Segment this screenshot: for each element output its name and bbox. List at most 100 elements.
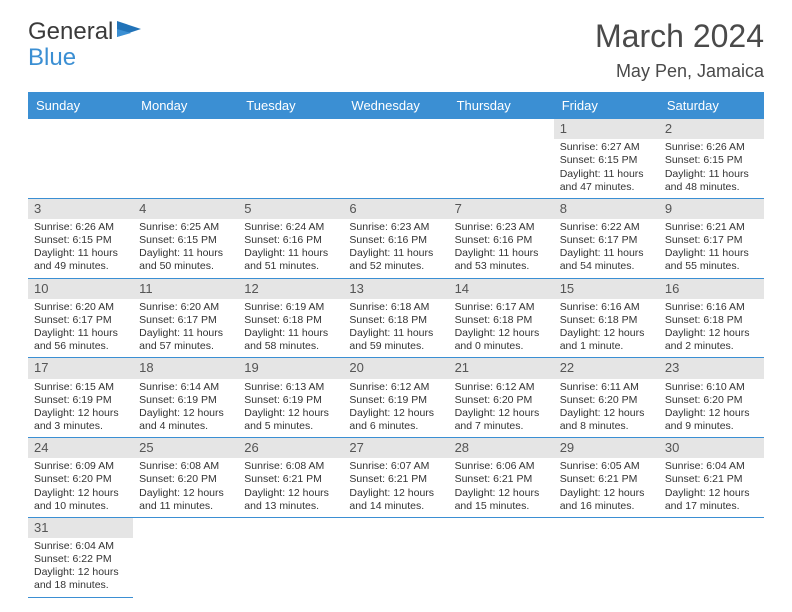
day-number: 25 <box>133 438 238 458</box>
daylight-text: Daylight: 12 hours and 17 minutes. <box>665 487 758 513</box>
empty-cell <box>449 119 554 198</box>
day-number: 18 <box>133 358 238 378</box>
header: General March 2024 May Pen, Jamaica <box>28 18 764 82</box>
day-number: 13 <box>343 279 448 299</box>
weekday-monday: Monday <box>133 92 238 119</box>
day-details: Sunrise: 6:21 AMSunset: 6:17 PMDaylight:… <box>659 221 764 278</box>
sunset-text: Sunset: 6:21 PM <box>349 473 442 486</box>
day-details: Sunrise: 6:12 AMSunset: 6:20 PMDaylight:… <box>449 381 554 438</box>
day-number: 6 <box>343 199 448 219</box>
daylight-text: Daylight: 12 hours and 4 minutes. <box>139 407 232 433</box>
daylight-text: Daylight: 12 hours and 8 minutes. <box>560 407 653 433</box>
sunset-text: Sunset: 6:21 PM <box>455 473 548 486</box>
sunrise-text: Sunrise: 6:04 AM <box>34 540 127 553</box>
sunset-text: Sunset: 6:20 PM <box>139 473 232 486</box>
daylight-text: Daylight: 11 hours and 57 minutes. <box>139 327 232 353</box>
day-number: 21 <box>449 358 554 378</box>
sunrise-text: Sunrise: 6:13 AM <box>244 381 337 394</box>
day-details: Sunrise: 6:26 AMSunset: 6:15 PMDaylight:… <box>659 141 764 198</box>
daylight-text: Daylight: 11 hours and 50 minutes. <box>139 247 232 273</box>
day-cell-27: 27Sunrise: 6:07 AMSunset: 6:21 PMDayligh… <box>343 438 448 518</box>
day-cell-11: 11Sunrise: 6:20 AMSunset: 6:17 PMDayligh… <box>133 278 238 358</box>
sunset-text: Sunset: 6:21 PM <box>560 473 653 486</box>
sunset-text: Sunset: 6:20 PM <box>455 394 548 407</box>
day-number: 5 <box>238 199 343 219</box>
sunset-text: Sunset: 6:16 PM <box>455 234 548 247</box>
day-details: Sunrise: 6:13 AMSunset: 6:19 PMDaylight:… <box>238 381 343 438</box>
day-number: 16 <box>659 279 764 299</box>
sunrise-text: Sunrise: 6:23 AM <box>455 221 548 234</box>
sunrise-text: Sunrise: 6:18 AM <box>349 301 442 314</box>
month-title: March 2024 <box>595 18 764 55</box>
sunrise-text: Sunrise: 6:12 AM <box>455 381 548 394</box>
sunrise-text: Sunrise: 6:16 AM <box>560 301 653 314</box>
sunrise-text: Sunrise: 6:21 AM <box>665 221 758 234</box>
day-details: Sunrise: 6:23 AMSunset: 6:16 PMDaylight:… <box>449 221 554 278</box>
daylight-text: Daylight: 12 hours and 10 minutes. <box>34 487 127 513</box>
day-cell-10: 10Sunrise: 6:20 AMSunset: 6:17 PMDayligh… <box>28 278 133 358</box>
day-cell-5: 5Sunrise: 6:24 AMSunset: 6:16 PMDaylight… <box>238 198 343 278</box>
day-number: 8 <box>554 199 659 219</box>
day-number: 14 <box>449 279 554 299</box>
day-cell-14: 14Sunrise: 6:17 AMSunset: 6:18 PMDayligh… <box>449 278 554 358</box>
day-number: 27 <box>343 438 448 458</box>
empty-cell <box>238 119 343 198</box>
day-details: Sunrise: 6:07 AMSunset: 6:21 PMDaylight:… <box>343 460 448 517</box>
day-details: Sunrise: 6:05 AMSunset: 6:21 PMDaylight:… <box>554 460 659 517</box>
day-details: Sunrise: 6:06 AMSunset: 6:21 PMDaylight:… <box>449 460 554 517</box>
sunrise-text: Sunrise: 6:14 AM <box>139 381 232 394</box>
sunrise-text: Sunrise: 6:17 AM <box>455 301 548 314</box>
daylight-text: Daylight: 12 hours and 3 minutes. <box>34 407 127 433</box>
day-details: Sunrise: 6:15 AMSunset: 6:19 PMDaylight:… <box>28 381 133 438</box>
day-cell-18: 18Sunrise: 6:14 AMSunset: 6:19 PMDayligh… <box>133 358 238 438</box>
daylight-text: Daylight: 11 hours and 54 minutes. <box>560 247 653 273</box>
day-details: Sunrise: 6:08 AMSunset: 6:21 PMDaylight:… <box>238 460 343 517</box>
sunrise-text: Sunrise: 6:06 AM <box>455 460 548 473</box>
day-cell-31: 31Sunrise: 6:04 AMSunset: 6:22 PMDayligh… <box>28 517 133 597</box>
day-details: Sunrise: 6:18 AMSunset: 6:18 PMDaylight:… <box>343 301 448 358</box>
day-details: Sunrise: 6:25 AMSunset: 6:15 PMDaylight:… <box>133 221 238 278</box>
logo-flag-icon <box>117 19 145 39</box>
day-cell-13: 13Sunrise: 6:18 AMSunset: 6:18 PMDayligh… <box>343 278 448 358</box>
day-cell-26: 26Sunrise: 6:08 AMSunset: 6:21 PMDayligh… <box>238 438 343 518</box>
day-number: 28 <box>449 438 554 458</box>
sunrise-text: Sunrise: 6:09 AM <box>34 460 127 473</box>
daylight-text: Daylight: 11 hours and 47 minutes. <box>560 168 653 194</box>
day-number: 10 <box>28 279 133 299</box>
sunrise-text: Sunrise: 6:04 AM <box>665 460 758 473</box>
daylight-text: Daylight: 11 hours and 52 minutes. <box>349 247 442 273</box>
day-details: Sunrise: 6:20 AMSunset: 6:17 PMDaylight:… <box>133 301 238 358</box>
sunset-text: Sunset: 6:17 PM <box>139 314 232 327</box>
day-cell-1: 1Sunrise: 6:27 AMSunset: 6:15 PMDaylight… <box>554 119 659 198</box>
day-details: Sunrise: 6:04 AMSunset: 6:22 PMDaylight:… <box>28 540 133 597</box>
sunrise-text: Sunrise: 6:07 AM <box>349 460 442 473</box>
day-cell-19: 19Sunrise: 6:13 AMSunset: 6:19 PMDayligh… <box>238 358 343 438</box>
sunset-text: Sunset: 6:19 PM <box>349 394 442 407</box>
day-details: Sunrise: 6:17 AMSunset: 6:18 PMDaylight:… <box>449 301 554 358</box>
day-cell-30: 30Sunrise: 6:04 AMSunset: 6:21 PMDayligh… <box>659 438 764 518</box>
sunrise-text: Sunrise: 6:12 AM <box>349 381 442 394</box>
day-cell-8: 8Sunrise: 6:22 AMSunset: 6:17 PMDaylight… <box>554 198 659 278</box>
sunset-text: Sunset: 6:17 PM <box>560 234 653 247</box>
sunset-text: Sunset: 6:19 PM <box>34 394 127 407</box>
day-details: Sunrise: 6:23 AMSunset: 6:16 PMDaylight:… <box>343 221 448 278</box>
sunrise-text: Sunrise: 6:11 AM <box>560 381 653 394</box>
sunset-text: Sunset: 6:18 PM <box>560 314 653 327</box>
calendar-row: 31Sunrise: 6:04 AMSunset: 6:22 PMDayligh… <box>28 517 764 597</box>
day-cell-16: 16Sunrise: 6:16 AMSunset: 6:18 PMDayligh… <box>659 278 764 358</box>
daylight-text: Daylight: 12 hours and 1 minute. <box>560 327 653 353</box>
daylight-text: Daylight: 12 hours and 18 minutes. <box>34 566 127 592</box>
sunrise-text: Sunrise: 6:20 AM <box>139 301 232 314</box>
day-cell-2: 2Sunrise: 6:26 AMSunset: 6:15 PMDaylight… <box>659 119 764 198</box>
day-details: Sunrise: 6:11 AMSunset: 6:20 PMDaylight:… <box>554 381 659 438</box>
sunrise-text: Sunrise: 6:15 AM <box>34 381 127 394</box>
day-details: Sunrise: 6:09 AMSunset: 6:20 PMDaylight:… <box>28 460 133 517</box>
day-cell-9: 9Sunrise: 6:21 AMSunset: 6:17 PMDaylight… <box>659 198 764 278</box>
weekday-sunday: Sunday <box>28 92 133 119</box>
sunset-text: Sunset: 6:21 PM <box>244 473 337 486</box>
day-details: Sunrise: 6:20 AMSunset: 6:17 PMDaylight:… <box>28 301 133 358</box>
day-number: 20 <box>343 358 448 378</box>
sunset-text: Sunset: 6:15 PM <box>665 154 758 167</box>
location: May Pen, Jamaica <box>595 61 764 82</box>
sunset-text: Sunset: 6:15 PM <box>560 154 653 167</box>
